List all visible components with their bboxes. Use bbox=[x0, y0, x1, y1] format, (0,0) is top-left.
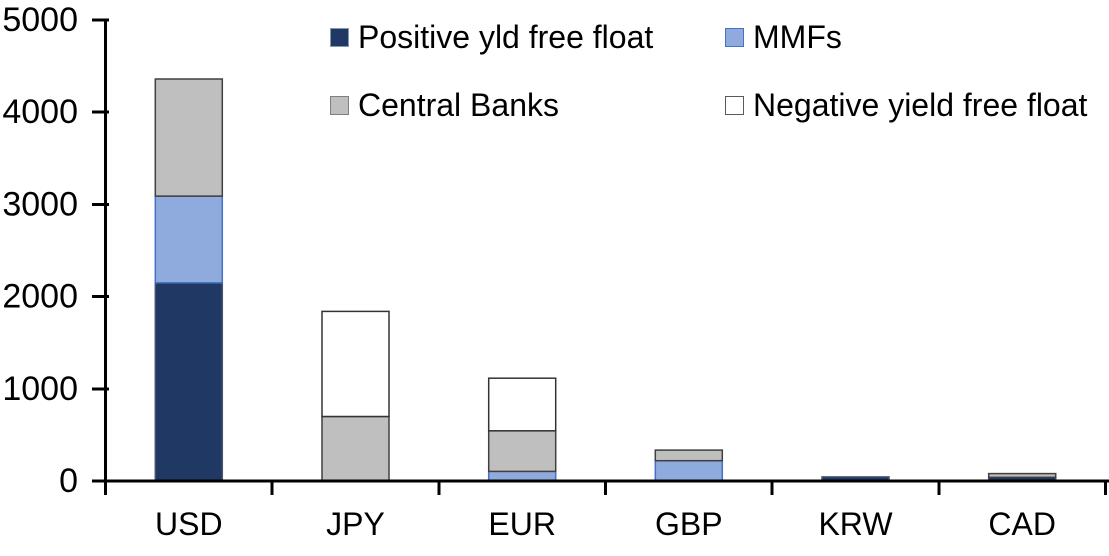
y-tick-label: 5000 bbox=[2, 1, 78, 39]
x-category-label: USD bbox=[155, 506, 223, 542]
y-tick-label: 3000 bbox=[2, 185, 78, 223]
bar-segment bbox=[321, 415, 390, 482]
bar-segment bbox=[654, 459, 724, 482]
x-category-label: GBP bbox=[655, 506, 723, 542]
bar-segment bbox=[987, 472, 1057, 479]
legend-item-negative-yield-free-float: Negative yield free float bbox=[725, 87, 1088, 123]
bar-segment bbox=[321, 310, 390, 418]
bar-segment bbox=[154, 282, 224, 482]
legend-item-positive-yld-free-float: Positive yld free float bbox=[330, 19, 654, 55]
x-category-label: KRW bbox=[818, 506, 893, 542]
legend-swatch-negative-yield-free-float bbox=[725, 95, 744, 115]
y-tick-label: 2000 bbox=[2, 278, 78, 316]
y-tick-label: 0 bbox=[59, 462, 78, 500]
bar-segment bbox=[487, 377, 557, 432]
legend-label-central-banks: Central Banks bbox=[358, 87, 559, 123]
legend-item-central-banks: Central Banks bbox=[330, 87, 559, 123]
bar-segment bbox=[654, 449, 724, 462]
bar-segment bbox=[154, 78, 224, 197]
legend-swatch-mmfs bbox=[725, 27, 744, 47]
x-category-label: JPY bbox=[326, 506, 385, 542]
bar-segment bbox=[154, 195, 224, 284]
legend-label-mmfs: MMFs bbox=[753, 19, 842, 55]
legend-label-negative-yield-free-float: Negative yield free float bbox=[753, 87, 1088, 123]
y-tick-label: 1000 bbox=[2, 370, 78, 408]
y-tick-label: 4000 bbox=[2, 93, 78, 131]
x-category-label: CAD bbox=[988, 506, 1056, 542]
x-category-label: EUR bbox=[488, 506, 556, 542]
legend-label-positive-yld-free-float: Positive yld free float bbox=[358, 19, 654, 55]
legend-swatch-central-banks bbox=[330, 95, 349, 115]
bar-segment bbox=[487, 430, 557, 473]
legend-item-mmfs: MMFs bbox=[725, 19, 842, 55]
legend-swatch-positive-yld-free-float bbox=[330, 27, 349, 47]
